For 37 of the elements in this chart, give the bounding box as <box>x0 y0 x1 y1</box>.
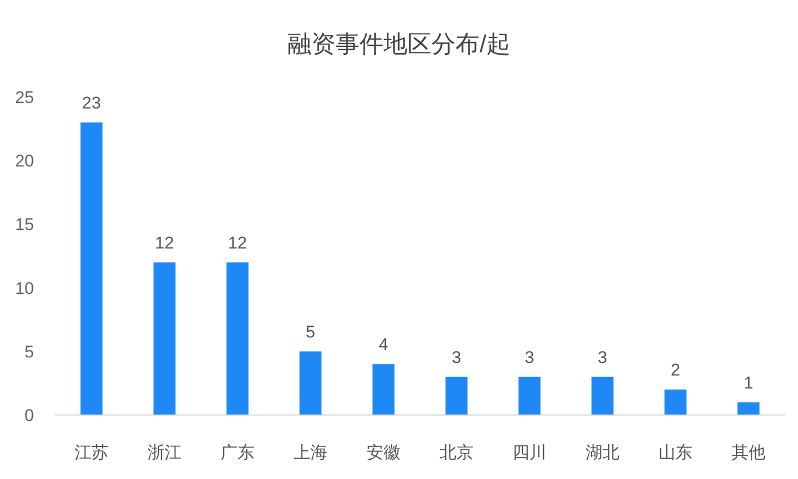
bar <box>592 376 614 415</box>
bar <box>80 122 102 415</box>
bar <box>300 351 322 415</box>
data-label: 12 <box>155 233 174 252</box>
data-label: 23 <box>82 93 101 112</box>
x-tick-label: 其他 <box>732 443 766 462</box>
y-tick-label: 15 <box>15 215 34 234</box>
y-tick-label: 25 <box>15 88 34 107</box>
x-tick-label: 广东 <box>220 443 254 462</box>
y-tick-label: 10 <box>15 278 34 298</box>
x-tick-label: 四川 <box>512 443 546 462</box>
data-label: 2 <box>670 360 680 380</box>
bar <box>664 390 686 415</box>
y-tick-label: 20 <box>15 152 34 171</box>
data-label: 3 <box>598 348 608 367</box>
x-tick-label: 北京 <box>440 443 474 462</box>
x-tick-label: 江苏 <box>74 443 108 462</box>
bar <box>154 262 176 415</box>
bar <box>372 364 394 415</box>
x-tick-label: 山东 <box>658 443 692 462</box>
data-label: 5 <box>306 322 316 342</box>
bar <box>738 402 760 415</box>
bar <box>518 376 540 415</box>
data-label: 3 <box>524 348 534 367</box>
chart-title: 融资事件地区分布/起 <box>288 31 510 58</box>
y-tick-label: 0 <box>24 406 34 425</box>
bar <box>226 262 248 415</box>
x-tick-label: 湖北 <box>586 443 620 462</box>
x-tick-label: 安徽 <box>366 443 400 462</box>
data-label: 3 <box>452 348 462 367</box>
bar <box>446 376 468 415</box>
x-tick-label: 浙江 <box>148 443 182 462</box>
data-label: 12 <box>228 233 247 252</box>
x-tick-label: 上海 <box>294 443 328 462</box>
data-label: 4 <box>378 335 388 354</box>
y-tick-label: 5 <box>24 342 34 362</box>
data-label: 1 <box>744 373 754 392</box>
